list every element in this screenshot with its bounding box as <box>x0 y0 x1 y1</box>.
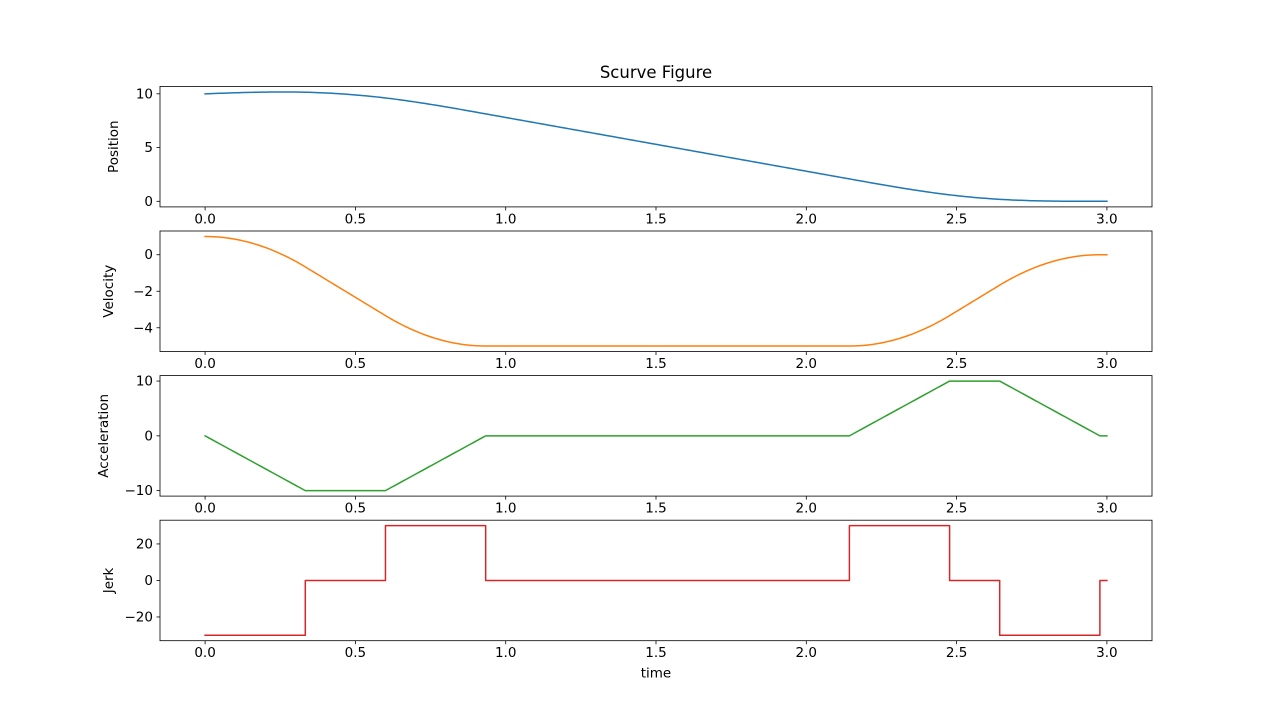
y-tick-label: 0 <box>144 247 153 263</box>
y-tick-label: 10 <box>136 374 153 390</box>
x-tick-label: 0.5 <box>345 645 366 661</box>
x-tick-label: 2.5 <box>946 645 967 661</box>
x-tick-label: 2.0 <box>796 356 817 372</box>
x-tick-label: 0.5 <box>345 356 366 372</box>
x-tick-label: 0.0 <box>194 356 215 372</box>
y-tick-label: −4 <box>133 320 153 336</box>
x-tick-label: 1.0 <box>495 501 516 517</box>
y-tick-label: 5 <box>144 140 153 156</box>
x-tick-label: 2.5 <box>946 501 967 517</box>
x-tick-label: 1.5 <box>645 501 666 517</box>
subplot-jerk: 0.0 0.5 1.0 1.5 2.0 2.5 3.0 −20 0 20 Jerk time <box>101 519 1153 682</box>
acceleration-curve <box>204 380 1108 492</box>
x-tick-label: 1.0 <box>495 211 516 227</box>
subplot-acceleration: 0.0 0.5 1.0 1.5 2.0 2.5 3.0 −10 0 10 Acceleration <box>96 374 1153 517</box>
x-tick-label: 0.5 <box>345 211 366 227</box>
x-tick-label: 3.0 <box>1096 501 1117 517</box>
axes-background <box>160 86 1152 207</box>
y-tick-label: −10 <box>125 483 154 499</box>
position-curve <box>204 91 1108 203</box>
ylabel-position: Position <box>106 120 122 173</box>
x-tick-label: 2.5 <box>946 356 967 372</box>
x-tick-label: 1.0 <box>495 356 516 372</box>
x-tick-label: 1.0 <box>495 645 516 661</box>
y-tick-label: −20 <box>125 609 154 625</box>
x-tick-label: 0.5 <box>345 501 366 517</box>
axes-background <box>160 231 1152 352</box>
velocity-curve <box>204 235 1108 347</box>
chart-title: Scurve Figure <box>600 63 712 82</box>
x-tick-label: 3.0 <box>1096 211 1117 227</box>
ylabel-velocity: Velocity <box>101 265 117 318</box>
x-tick-label: 2.0 <box>796 211 817 227</box>
x-tick-label: 0.0 <box>194 645 215 661</box>
subplots-root: 0.0 0.5 1.0 1.5 2.0 2.5 3.0 0 5 10 Position 0.0 0.5 1… <box>96 86 1153 682</box>
x-tick-label: 1.5 <box>645 645 666 661</box>
x-tick-label: 0.0 <box>194 501 215 517</box>
x-tick-label: 1.5 <box>645 356 666 372</box>
x-tick-label: 2.0 <box>796 501 817 517</box>
subplot-velocity: 0.0 0.5 1.0 1.5 2.0 2.5 3.0 −4 −2 0 Velocity <box>101 230 1153 372</box>
y-tick-label: 0 <box>144 194 153 210</box>
y-tick-label: 0 <box>144 573 153 589</box>
subplot-position: 0.0 0.5 1.0 1.5 2.0 2.5 3.0 0 5 10 Position <box>106 86 1153 227</box>
y-tick-label: 0 <box>144 428 153 444</box>
y-tick-label: 10 <box>136 86 153 102</box>
xlabel-time: time <box>641 666 672 682</box>
x-tick-label: 2.5 <box>946 211 967 227</box>
x-tick-label: 1.5 <box>645 211 666 227</box>
x-tick-label: 0.0 <box>194 211 215 227</box>
x-tick-label: 3.0 <box>1096 645 1117 661</box>
y-tick-label: −2 <box>133 284 153 300</box>
x-tick-label: 3.0 <box>1096 356 1117 372</box>
jerk-curve <box>204 524 1108 636</box>
x-tick-label: 2.0 <box>796 645 817 661</box>
y-tick-label: 20 <box>136 536 153 552</box>
ylabel-jerk: Jerk <box>101 567 117 594</box>
ylabel-acceleration: Acceleration <box>96 394 112 478</box>
